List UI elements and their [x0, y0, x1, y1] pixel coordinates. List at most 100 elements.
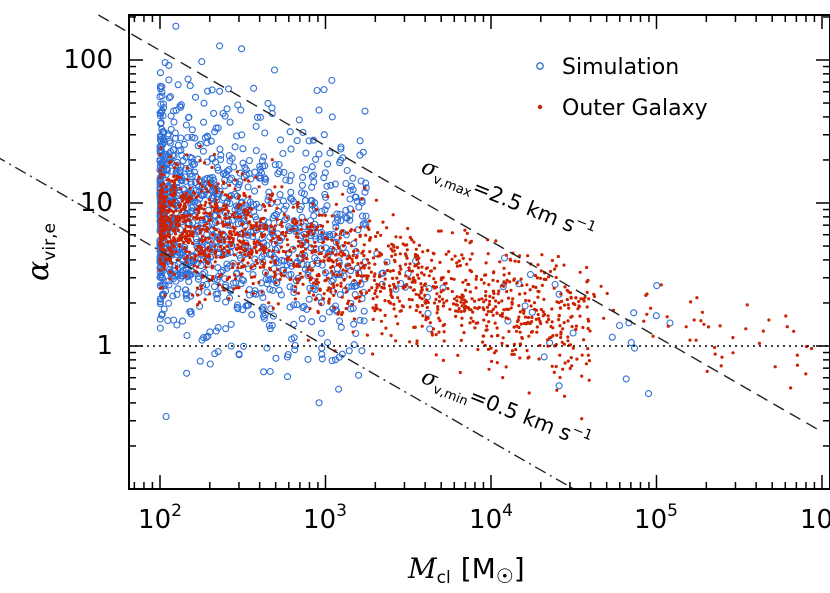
outer-galaxy-point	[537, 317, 541, 321]
sim-point	[156, 298, 164, 306]
outer-galaxy-point	[498, 260, 502, 264]
outer-galaxy-point	[495, 326, 499, 330]
outer-galaxy-point	[491, 313, 495, 317]
outer-galaxy-point	[394, 314, 398, 318]
outer-galaxy-point	[570, 364, 574, 368]
outer-galaxy-point	[330, 251, 334, 255]
outer-galaxy-point	[462, 301, 466, 305]
outer-galaxy-point	[530, 329, 535, 334]
outer-galaxy-point	[350, 302, 354, 307]
outer-galaxy-point	[270, 255, 275, 259]
outer-galaxy-point	[417, 276, 421, 280]
outer-galaxy-point	[417, 261, 421, 265]
outer-galaxy-point	[174, 265, 178, 269]
sim-point	[216, 87, 224, 95]
outer-galaxy-point	[421, 314, 425, 318]
outer-galaxy-point	[581, 297, 586, 301]
outer-galaxy-point	[318, 287, 322, 291]
outer-galaxy-point	[468, 257, 472, 261]
sim-point	[323, 160, 332, 168]
outer-galaxy-point	[442, 339, 446, 343]
sim-point	[318, 355, 326, 363]
sim-point	[336, 210, 344, 218]
sim-point	[257, 169, 266, 177]
outer-galaxy-point	[415, 342, 419, 346]
outer-galaxy-point	[203, 203, 207, 207]
sim-point	[265, 321, 273, 330]
sim-point	[242, 166, 250, 174]
sim-point	[317, 245, 325, 253]
outer-galaxy-point	[474, 274, 479, 278]
outer-galaxy-point	[253, 263, 257, 267]
outer-galaxy-point	[442, 330, 446, 334]
outer-galaxy-point	[295, 281, 300, 285]
outer-galaxy-point	[339, 273, 343, 277]
outer-galaxy-point	[570, 325, 574, 329]
sun-symbol-text: ☉	[496, 564, 514, 588]
sim-point	[210, 283, 219, 291]
outer-galaxy-point	[172, 237, 177, 241]
sim-point	[177, 272, 185, 280]
sim-point	[208, 220, 216, 228]
outer-galaxy-point	[286, 243, 290, 247]
outer-galaxy-point	[374, 198, 378, 202]
outer-galaxy-point	[567, 306, 571, 310]
outer-galaxy-point	[433, 280, 438, 284]
outer-galaxy-point	[488, 294, 492, 298]
outer-galaxy-point	[456, 353, 460, 357]
outer-galaxy-point	[453, 297, 457, 301]
outer-galaxy-point	[713, 345, 717, 350]
outer-galaxy-point	[484, 261, 488, 265]
outer-galaxy-point	[198, 228, 202, 232]
sim-point	[174, 81, 182, 89]
sim-point	[222, 171, 230, 179]
outer-galaxy-point	[203, 238, 207, 242]
sim-point	[349, 174, 357, 182]
sim-point	[157, 100, 165, 108]
outer-galaxy-point	[524, 322, 528, 326]
outer-galaxy-point	[439, 278, 443, 282]
outer-galaxy-point	[420, 324, 424, 328]
outer-galaxy-point	[501, 376, 505, 380]
sim-point	[359, 220, 367, 228]
sim-point	[226, 199, 234, 208]
outer-galaxy-point	[205, 226, 209, 230]
outer-galaxy-point	[479, 278, 483, 282]
outer-galaxy-point	[295, 264, 299, 268]
outer-galaxy-point	[355, 271, 360, 275]
sim-point	[310, 212, 318, 220]
outer-galaxy-point	[408, 235, 412, 240]
outer-galaxy-point	[180, 199, 184, 203]
outer-galaxy-point	[502, 308, 506, 312]
sim-point	[260, 153, 268, 161]
outer-galaxy-point	[273, 241, 278, 245]
outer-galaxy-point	[585, 290, 589, 294]
sim-point	[159, 129, 167, 137]
outer-galaxy-point	[227, 240, 231, 244]
sim-point	[308, 173, 316, 181]
outer-galaxy-point	[242, 193, 246, 197]
sim-point	[332, 219, 340, 227]
outer-galaxy-point	[288, 228, 292, 232]
outer-galaxy-point	[352, 249, 356, 253]
outer-galaxy-point	[404, 274, 408, 278]
outer-galaxy-point	[236, 262, 240, 266]
outer-galaxy-point	[314, 207, 318, 212]
outer-galaxy-point	[314, 282, 318, 286]
outer-galaxy-point	[222, 288, 226, 292]
outer-galaxy-point	[301, 253, 305, 257]
sim-point	[156, 112, 164, 120]
y-axis-label: αvir,e	[21, 223, 60, 281]
outer-galaxy-point	[272, 270, 276, 274]
outer-galaxy-point	[179, 210, 183, 214]
outer-galaxy-point	[420, 271, 424, 275]
sim-point	[256, 162, 264, 170]
outer-galaxy-point	[410, 280, 414, 284]
outer-galaxy-point	[388, 269, 392, 273]
outer-galaxy-point	[338, 262, 342, 266]
outer-galaxy-point	[188, 213, 192, 217]
outer-galaxy-point	[273, 224, 277, 228]
outer-galaxy-point	[417, 256, 421, 260]
outer-galaxy-point	[340, 295, 344, 299]
outer-galaxy-point	[391, 269, 395, 273]
